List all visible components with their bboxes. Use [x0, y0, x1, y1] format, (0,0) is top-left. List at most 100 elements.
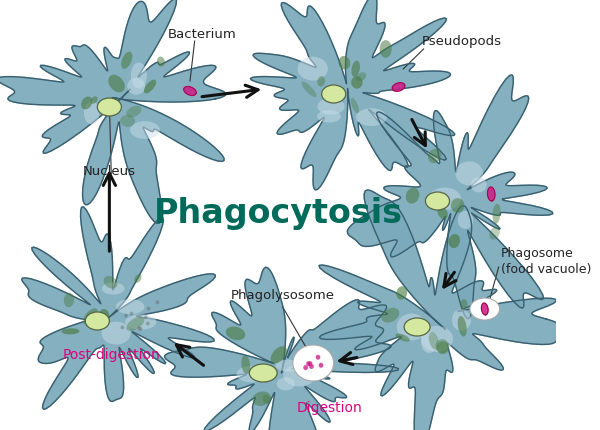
- Ellipse shape: [298, 58, 328, 81]
- Ellipse shape: [322, 86, 346, 104]
- Ellipse shape: [85, 312, 109, 330]
- Ellipse shape: [470, 298, 500, 320]
- Ellipse shape: [236, 366, 269, 383]
- Ellipse shape: [226, 327, 245, 341]
- Polygon shape: [481, 303, 488, 315]
- Ellipse shape: [283, 365, 316, 387]
- Ellipse shape: [116, 299, 145, 314]
- Ellipse shape: [437, 207, 448, 220]
- Ellipse shape: [451, 199, 464, 213]
- Ellipse shape: [275, 360, 302, 372]
- Ellipse shape: [356, 109, 387, 127]
- Polygon shape: [164, 267, 398, 430]
- Ellipse shape: [91, 97, 98, 104]
- Polygon shape: [347, 76, 553, 319]
- Ellipse shape: [124, 314, 128, 318]
- Ellipse shape: [356, 73, 366, 82]
- Polygon shape: [22, 207, 215, 409]
- Ellipse shape: [421, 326, 453, 352]
- Polygon shape: [184, 87, 196, 96]
- Ellipse shape: [458, 316, 467, 337]
- Ellipse shape: [429, 332, 439, 350]
- Text: Post-digestion: Post-digestion: [63, 347, 161, 361]
- Ellipse shape: [144, 80, 156, 94]
- Ellipse shape: [428, 149, 442, 164]
- Text: Phagolysosome: Phagolysosome: [230, 289, 335, 301]
- Ellipse shape: [101, 322, 131, 345]
- Ellipse shape: [381, 308, 399, 323]
- Polygon shape: [250, 0, 455, 190]
- Ellipse shape: [104, 276, 118, 289]
- Ellipse shape: [395, 334, 410, 342]
- Ellipse shape: [147, 307, 151, 311]
- Ellipse shape: [108, 76, 125, 93]
- Ellipse shape: [449, 234, 460, 249]
- Text: Pseudopods: Pseudopods: [422, 35, 502, 48]
- Ellipse shape: [100, 309, 109, 321]
- Ellipse shape: [157, 58, 165, 68]
- Ellipse shape: [127, 79, 145, 95]
- Ellipse shape: [380, 41, 392, 58]
- Ellipse shape: [277, 378, 295, 390]
- Ellipse shape: [263, 395, 271, 403]
- Ellipse shape: [437, 341, 449, 354]
- Ellipse shape: [406, 188, 419, 204]
- Text: Phagocytosis: Phagocytosis: [154, 196, 403, 229]
- Ellipse shape: [241, 356, 250, 375]
- Ellipse shape: [134, 274, 142, 283]
- Ellipse shape: [84, 102, 100, 125]
- Ellipse shape: [351, 98, 359, 114]
- Ellipse shape: [351, 77, 362, 89]
- Ellipse shape: [81, 97, 92, 110]
- Ellipse shape: [144, 316, 148, 319]
- Ellipse shape: [428, 188, 461, 211]
- Ellipse shape: [121, 326, 124, 330]
- Ellipse shape: [126, 317, 145, 331]
- Ellipse shape: [304, 368, 314, 378]
- Ellipse shape: [126, 107, 142, 118]
- Ellipse shape: [313, 345, 320, 356]
- Ellipse shape: [421, 332, 437, 353]
- Polygon shape: [0, 0, 226, 224]
- Polygon shape: [392, 83, 405, 92]
- Ellipse shape: [317, 77, 325, 87]
- Text: Nucleus: Nucleus: [83, 165, 136, 178]
- Ellipse shape: [125, 314, 157, 330]
- Ellipse shape: [155, 301, 159, 304]
- Ellipse shape: [250, 364, 277, 382]
- Ellipse shape: [64, 293, 74, 307]
- Ellipse shape: [131, 63, 147, 89]
- Ellipse shape: [308, 361, 313, 366]
- Ellipse shape: [458, 212, 473, 230]
- Ellipse shape: [425, 193, 449, 211]
- Ellipse shape: [139, 327, 143, 331]
- Ellipse shape: [309, 364, 314, 369]
- Ellipse shape: [317, 99, 344, 115]
- Ellipse shape: [397, 314, 427, 341]
- Ellipse shape: [304, 365, 308, 370]
- Ellipse shape: [83, 309, 98, 325]
- Ellipse shape: [352, 61, 360, 78]
- Ellipse shape: [130, 312, 133, 316]
- Ellipse shape: [396, 287, 407, 300]
- Ellipse shape: [319, 363, 323, 368]
- Ellipse shape: [316, 355, 320, 360]
- Ellipse shape: [121, 52, 133, 70]
- Ellipse shape: [146, 322, 149, 326]
- Ellipse shape: [253, 392, 271, 406]
- Ellipse shape: [452, 309, 471, 331]
- Ellipse shape: [301, 82, 316, 98]
- Ellipse shape: [455, 162, 483, 186]
- Ellipse shape: [102, 283, 125, 295]
- Ellipse shape: [137, 326, 141, 331]
- Ellipse shape: [471, 178, 487, 193]
- Ellipse shape: [120, 116, 135, 128]
- Ellipse shape: [493, 204, 500, 224]
- Ellipse shape: [338, 57, 350, 71]
- Polygon shape: [319, 190, 562, 430]
- Ellipse shape: [489, 227, 500, 240]
- Ellipse shape: [62, 329, 80, 335]
- Ellipse shape: [293, 345, 334, 381]
- Ellipse shape: [317, 111, 341, 123]
- Polygon shape: [488, 187, 495, 202]
